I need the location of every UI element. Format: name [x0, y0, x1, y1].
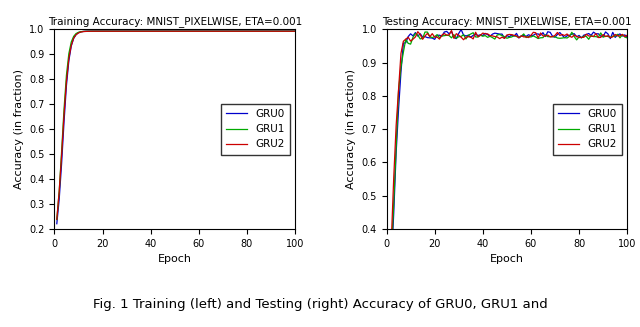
GRU0 — [291, 29, 299, 33]
Title: Testing Accuracy: MNIST_PIXELWISE, ETA=0.001: Testing Accuracy: MNIST_PIXELWISE, ETA=0… — [382, 16, 632, 27]
GRU2 — [275, 29, 282, 33]
GRU2 — [614, 34, 621, 38]
GRU0 — [529, 33, 537, 37]
Y-axis label: Accuracy (in fraction): Accuracy (in fraction) — [346, 69, 356, 189]
GRU1 — [529, 34, 537, 38]
GRU2 — [510, 33, 518, 37]
Line: GRU1: GRU1 — [57, 31, 295, 219]
GRU2 — [178, 29, 186, 33]
GRU0 — [99, 29, 106, 33]
GRU0 — [108, 29, 116, 33]
GRU2 — [431, 35, 438, 39]
GRU0 — [440, 30, 448, 34]
GRU1 — [197, 29, 205, 33]
GRU2 — [529, 30, 537, 34]
GRU2 — [99, 29, 106, 33]
GRU1 — [178, 29, 186, 33]
X-axis label: Epoch: Epoch — [157, 254, 192, 264]
GRU2 — [447, 28, 455, 32]
Line: GRU1: GRU1 — [389, 32, 627, 296]
Line: GRU2: GRU2 — [57, 31, 295, 219]
GRU2 — [53, 217, 61, 221]
GRU2 — [440, 32, 448, 36]
GRU1 — [443, 33, 451, 37]
GRU1 — [275, 29, 282, 33]
GRU0 — [607, 37, 614, 41]
GRU1 — [53, 217, 61, 221]
GRU0 — [275, 29, 282, 33]
Line: GRU0: GRU0 — [57, 31, 295, 224]
GRU0 — [614, 33, 621, 37]
GRU2 — [607, 36, 614, 40]
GRU2 — [111, 29, 118, 33]
Line: GRU0: GRU0 — [389, 29, 627, 296]
GRU1 — [282, 29, 289, 33]
GRU1 — [101, 29, 109, 33]
GRU0 — [111, 29, 118, 33]
GRU2 — [108, 29, 116, 33]
GRU1 — [623, 36, 631, 40]
GRU1 — [614, 32, 621, 36]
GRU1 — [433, 33, 441, 37]
GRU0 — [282, 29, 289, 33]
Title: Training Accuracy: MNIST_PIXELWISE, ETA=0.001: Training Accuracy: MNIST_PIXELWISE, ETA=… — [47, 16, 302, 27]
GRU2 — [197, 29, 205, 33]
GRU0 — [385, 294, 393, 298]
GRU1 — [94, 29, 102, 33]
GRU2 — [385, 287, 393, 291]
X-axis label: Epoch: Epoch — [490, 254, 524, 264]
Y-axis label: Accuracy (in fraction): Accuracy (in fraction) — [13, 69, 24, 189]
GRU0 — [510, 34, 518, 38]
Text: Fig. 1 Training (left) and Testing (right) Accuracy of GRU0, GRU1 and: Fig. 1 Training (left) and Testing (righ… — [93, 298, 547, 311]
GRU0 — [458, 27, 465, 31]
GRU0 — [431, 37, 438, 41]
GRU0 — [53, 222, 61, 226]
GRU2 — [291, 29, 299, 33]
Line: GRU2: GRU2 — [389, 30, 627, 289]
GRU1 — [421, 30, 429, 34]
GRU1 — [510, 34, 518, 38]
GRU1 — [291, 29, 299, 33]
Legend: GRU0, GRU1, GRU2: GRU0, GRU1, GRU2 — [553, 104, 622, 155]
GRU0 — [178, 29, 186, 33]
GRU0 — [197, 29, 205, 33]
GRU2 — [282, 29, 289, 33]
Legend: GRU0, GRU1, GRU2: GRU0, GRU1, GRU2 — [221, 104, 290, 155]
GRU1 — [111, 29, 118, 33]
GRU1 — [385, 294, 393, 298]
GRU2 — [623, 33, 631, 37]
GRU0 — [623, 35, 631, 39]
GRU1 — [607, 36, 614, 40]
